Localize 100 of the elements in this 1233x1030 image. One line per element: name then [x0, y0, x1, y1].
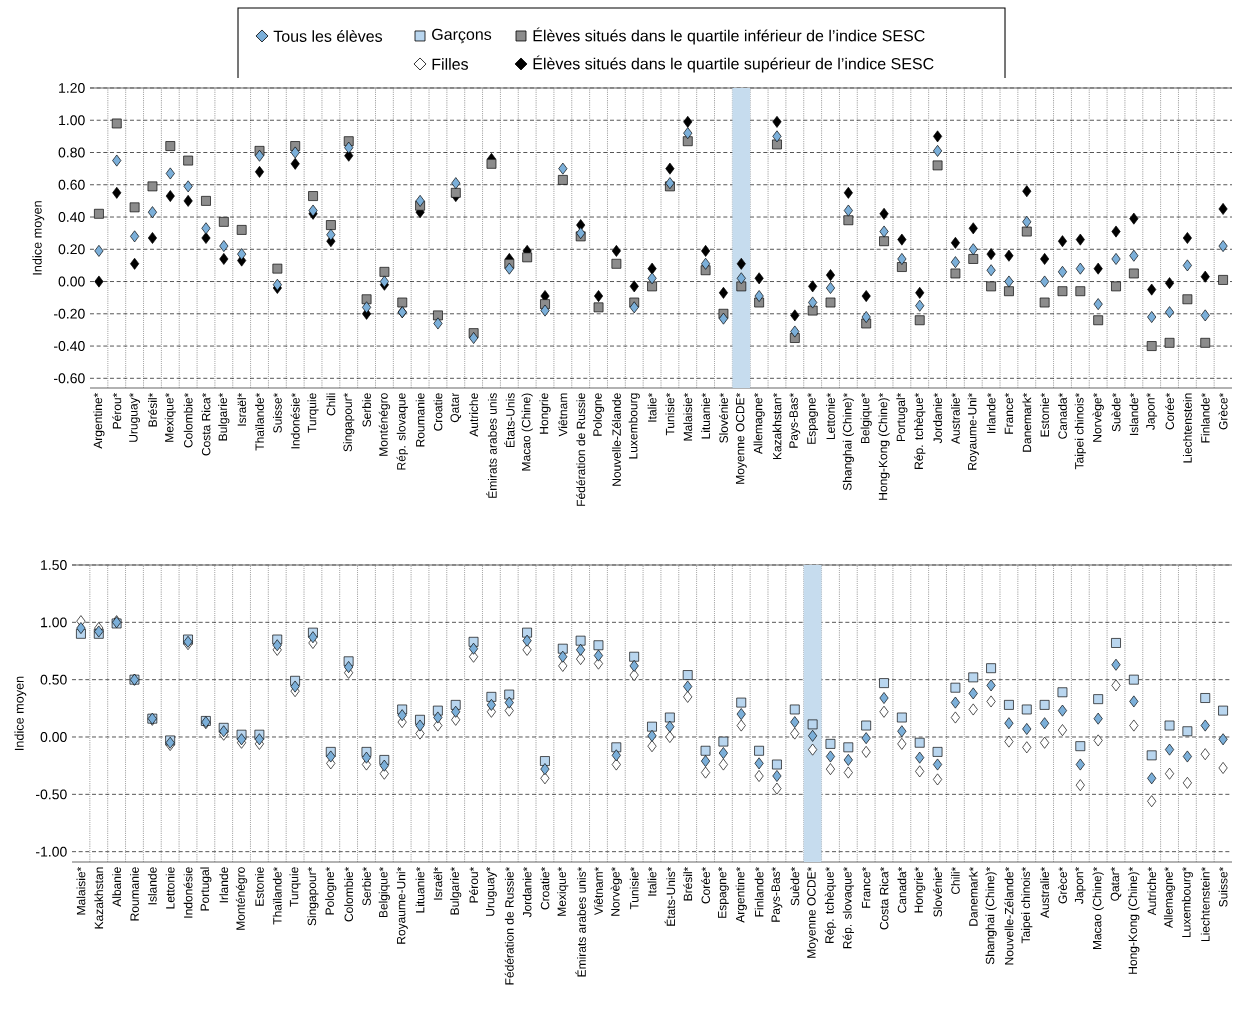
- x-tick-label: Corée*: [701, 866, 711, 904]
- x-tick-label: Norvège*: [1092, 392, 1104, 442]
- x-tick-label: Liechtenstein: [1182, 393, 1192, 463]
- x-tick-label: France*: [1004, 392, 1014, 434]
- point: [861, 311, 871, 323]
- x-tick-label: Rép. slovaque*: [842, 866, 854, 949]
- point: [1200, 309, 1210, 322]
- x-tick-label: Japon*: [1074, 866, 1086, 904]
- x-tick-label: Estonie: [254, 867, 264, 906]
- x-tick-label: Shanghai (Chine)*: [985, 866, 997, 965]
- point: [1182, 259, 1192, 272]
- point: [968, 243, 978, 256]
- point: [219, 240, 229, 252]
- x-tick-label: Monténégro: [235, 867, 248, 930]
- x-tick-label: Italie*: [647, 392, 657, 422]
- point: [1147, 311, 1157, 323]
- x-tick-label: Macao (Chine): [521, 393, 533, 471]
- point: [808, 296, 818, 309]
- x-tick-label: Rép. tchèque*: [914, 392, 926, 469]
- x-tick-label: Moyenne OCDE*: [807, 866, 819, 958]
- x-tick-label: Nouvelle-Zélande*: [1004, 866, 1014, 965]
- x-tick-label: Pays-Bas*: [771, 866, 783, 922]
- x-tick-label: Argentine*: [93, 392, 105, 449]
- x-tick-label: Pérou*: [112, 392, 122, 429]
- y-tick-label: -0.40: [54, 341, 85, 352]
- x-tick-label: Brésil*: [683, 866, 693, 901]
- x-tick-label: Suisse*: [272, 392, 282, 433]
- point: [290, 146, 300, 159]
- point: [915, 299, 925, 312]
- point: [147, 206, 157, 219]
- x-tick-label: Singapour*: [343, 392, 355, 452]
- point: [130, 230, 140, 243]
- point: [843, 204, 853, 217]
- x-tick-label: Pérou*: [469, 866, 479, 903]
- x-tick-label: Croatie*: [540, 866, 550, 910]
- x-tick-label: Slovénie*: [933, 866, 943, 917]
- x-tick-label: Slovénie*: [718, 392, 728, 443]
- x-tick-label: Espagne*: [718, 866, 729, 918]
- x-tick-label: Luxembourg: [628, 393, 640, 459]
- x-tick-label: Islande: [147, 867, 157, 905]
- point: [790, 325, 800, 338]
- point: [718, 312, 728, 325]
- y-tick-label: -0.60: [54, 373, 85, 384]
- x-tick-label: Turquie: [307, 393, 319, 433]
- x-tick-label: Japon*: [1146, 392, 1158, 430]
- x-tick-label: Croatie: [433, 393, 443, 431]
- x-tick-label: Hongrie: [539, 393, 551, 434]
- x-tick-label: États-Unis: [504, 393, 515, 448]
- x-tick-label: Tunisie*: [665, 392, 675, 436]
- point: [540, 304, 550, 317]
- point: [183, 180, 193, 193]
- x-tick-label: Émirats arabes unis: [486, 393, 497, 498]
- point: [469, 332, 479, 344]
- x-tick-label: Pays-Bas*: [789, 392, 801, 448]
- x-tick-label: Monténégro: [378, 393, 391, 456]
- x-tick-label: Kazakhstan: [94, 867, 104, 929]
- x-tick-label: Pologne: [592, 393, 605, 436]
- x-tick-label: Uruguay*: [129, 392, 140, 442]
- x-tick-label: Qatar: [450, 392, 462, 423]
- x-tick-label: Macao (Chine)*: [1092, 866, 1104, 950]
- x-tick-label: Thaïlande*: [255, 392, 264, 451]
- point: [326, 228, 336, 241]
- point: [701, 257, 711, 270]
- point: [433, 317, 443, 330]
- x-tick-label: Mexique*: [164, 392, 176, 442]
- point: [201, 222, 211, 235]
- x-tick-label: Hong-Kong (Chine)*: [878, 392, 890, 500]
- x-tick-label: Uruguay*: [486, 866, 497, 916]
- point: [897, 253, 907, 265]
- x-tick-label: Israël*: [433, 866, 443, 900]
- legend-label: Élèves situés dans le quartile supérieur de l’indice SESC: [533, 55, 934, 73]
- y-tick-label: -1.00: [36, 846, 67, 857]
- x-tick-label: Albanie: [112, 867, 122, 907]
- x-tick-label: Finlande*: [1200, 392, 1210, 443]
- point: [1004, 275, 1014, 288]
- x-tick-label: France*: [861, 866, 871, 908]
- point: [1093, 298, 1103, 311]
- x-tick-label: Argentine*: [735, 866, 747, 923]
- point: [1111, 253, 1121, 265]
- x-tick-label: Autriche*: [1147, 866, 1157, 916]
- legend-label: Garçons: [432, 28, 492, 44]
- x-tick-label: Kazakhstan*: [772, 392, 782, 460]
- point: [94, 244, 104, 257]
- point: [165, 167, 175, 180]
- x-tick-label: Jordanie*: [933, 392, 942, 444]
- x-tick-label: États-Unis*: [664, 866, 676, 926]
- x-tick-label: Irlande*: [986, 392, 996, 433]
- x-tick-label: Lettonie*: [826, 392, 835, 440]
- x-tick-label: Bulgarie*: [450, 866, 462, 915]
- point: [683, 127, 693, 140]
- x-tick-label: Hong-Kong (Chine)*: [1128, 866, 1140, 974]
- x-tick-label: Pologne*: [325, 866, 337, 915]
- y-tick-label: 1.00: [41, 617, 67, 628]
- x-tick-label: Qatar*: [1110, 866, 1122, 901]
- x-tick-label: Australie*: [951, 392, 960, 445]
- x-tick-label: Suède*: [1111, 392, 1121, 432]
- x-tick-label: Belgique*: [378, 866, 390, 918]
- x-tick-label: Serbie: [362, 393, 371, 427]
- point: [112, 154, 122, 167]
- point: [1075, 262, 1085, 275]
